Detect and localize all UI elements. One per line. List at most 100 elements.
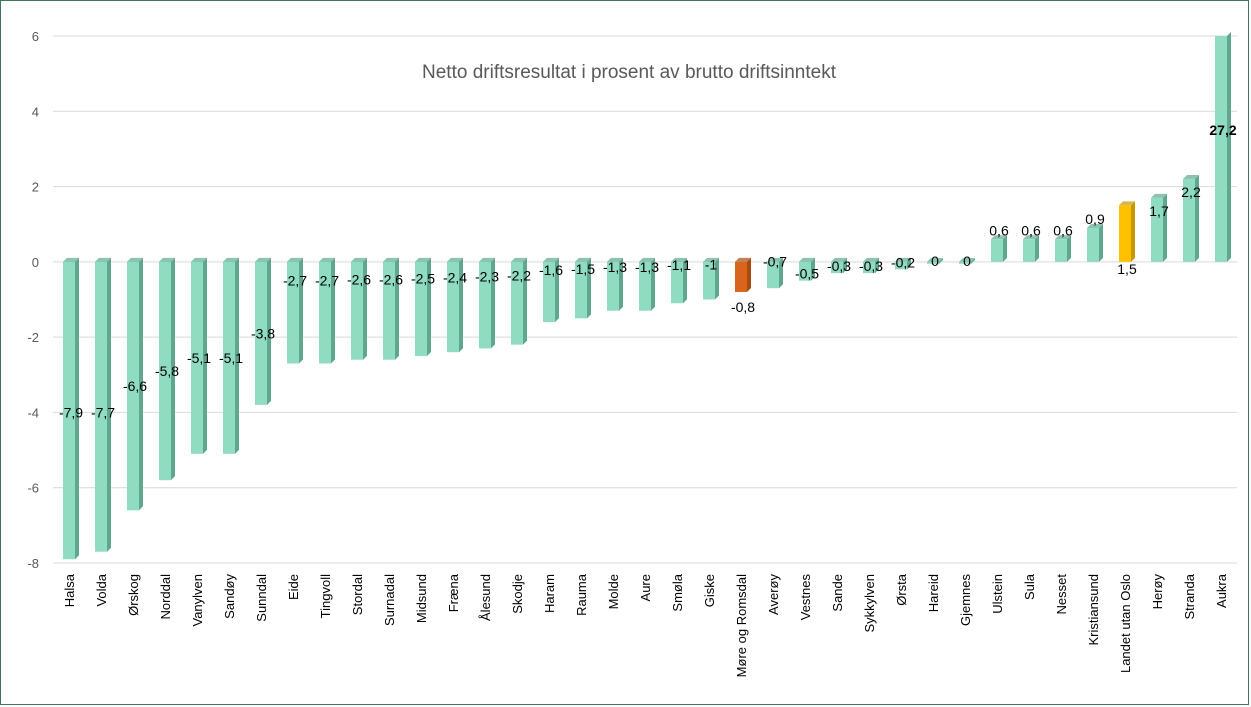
bar-top (159, 257, 175, 262)
bar-side (555, 257, 559, 323)
y-tick-label: 6 (32, 29, 39, 44)
bar-side (619, 257, 623, 311)
bar-side (1131, 201, 1135, 262)
bar-top (767, 257, 783, 262)
bar-top (383, 257, 399, 262)
bar (927, 261, 939, 264)
bar (1119, 205, 1131, 262)
y-tick-label: 2 (32, 180, 39, 195)
category-label: Tingvoll (318, 574, 333, 618)
category-label: Sande (830, 574, 845, 612)
bar (1087, 227, 1099, 262)
data-label: -0,7 (763, 253, 787, 269)
data-label: -2,5 (411, 270, 435, 286)
bar (959, 261, 971, 264)
bar-side (1099, 223, 1103, 262)
category-label: Ulstein (990, 574, 1005, 614)
data-label: -1,6 (539, 262, 563, 278)
category-labels-layer: Halsa Volda Ørskog Norddal Vanylven Sandøy Sun… (62, 573, 1229, 677)
data-label: -2,6 (379, 271, 403, 287)
bar-side (491, 257, 495, 349)
data-labels-layer: -7,9 -7,7 -6,6 -5,8 -5,1 -5,1 -3,8 -2,7 -2,7 -2,6… (59, 122, 1237, 420)
bar-top (895, 257, 911, 262)
bar-top (575, 257, 591, 262)
bar-side (907, 257, 911, 270)
bar (95, 261, 107, 552)
bar-side (1195, 175, 1199, 262)
category-label: Nesset (1054, 574, 1069, 615)
bar-side (395, 257, 399, 360)
bar-side (651, 257, 655, 311)
bar-top (255, 257, 271, 262)
bar (671, 261, 683, 304)
data-label: -5,8 (155, 363, 179, 379)
bar-top (927, 257, 943, 262)
bar-side (1227, 32, 1231, 262)
bar (159, 261, 171, 481)
bar-top (831, 257, 847, 262)
bar-side (171, 257, 175, 481)
chart-title: Netto driftsresultat i prosent av brutto… (422, 62, 837, 83)
bar-top (959, 257, 975, 262)
data-label: -2,7 (315, 272, 339, 288)
category-label: Aukra (1214, 573, 1229, 608)
y-tick-label: 0 (32, 255, 39, 270)
bar (127, 261, 139, 511)
bar-side (1067, 235, 1071, 262)
data-label: 0,6 (989, 222, 1009, 238)
bar-side (299, 257, 303, 364)
bar (287, 261, 299, 364)
bar-top (735, 257, 751, 262)
category-label: Kristiansund (1086, 574, 1101, 646)
data-label: 1,5 (1117, 261, 1137, 277)
bar (63, 261, 75, 560)
bar-top (703, 257, 719, 262)
bar-side (203, 257, 207, 454)
data-label: 2,2 (1181, 184, 1201, 200)
data-label: -7,9 (59, 404, 83, 420)
bar-side (107, 257, 111, 552)
bar (447, 261, 459, 353)
bar-side (75, 257, 79, 560)
bar (1183, 179, 1195, 262)
bar-side (843, 257, 847, 274)
bar-side (235, 257, 239, 454)
category-label: Skodje (510, 574, 525, 614)
data-label: 27,2 (1209, 122, 1236, 138)
bar-side (811, 257, 815, 281)
bar-top (63, 257, 79, 262)
bar-side (459, 257, 463, 353)
category-label: Fræna (446, 573, 461, 612)
bar (415, 261, 427, 356)
bar-top (1183, 175, 1199, 180)
bar (1023, 239, 1035, 262)
bar-top (223, 257, 239, 262)
data-label: 0,6 (1053, 222, 1073, 238)
data-label: -7,7 (91, 404, 115, 420)
data-label: 0,6 (1021, 222, 1041, 238)
bar-top (351, 257, 367, 262)
bar-top (543, 257, 559, 262)
bar-top (863, 257, 879, 262)
bar-side (267, 257, 271, 405)
bar (607, 261, 619, 311)
category-label: Smøla (670, 573, 685, 611)
bar (255, 261, 267, 405)
bar-top (1151, 193, 1167, 198)
data-label: -1 (705, 256, 718, 272)
data-label: -6,6 (123, 378, 147, 394)
bar-side (779, 257, 783, 289)
bar-side (875, 257, 879, 274)
data-label: -2,7 (283, 272, 307, 288)
data-label: -5,1 (187, 350, 211, 366)
bar-side (587, 257, 591, 319)
y-tick-label: -2 (27, 330, 39, 345)
bar-side (1035, 235, 1039, 262)
bar-top (95, 257, 111, 262)
bar-side (715, 257, 719, 300)
bars-layer (63, 32, 1231, 560)
category-label: Rauma (574, 573, 589, 616)
bar (895, 261, 907, 270)
bar (639, 261, 651, 311)
bar (383, 261, 395, 360)
